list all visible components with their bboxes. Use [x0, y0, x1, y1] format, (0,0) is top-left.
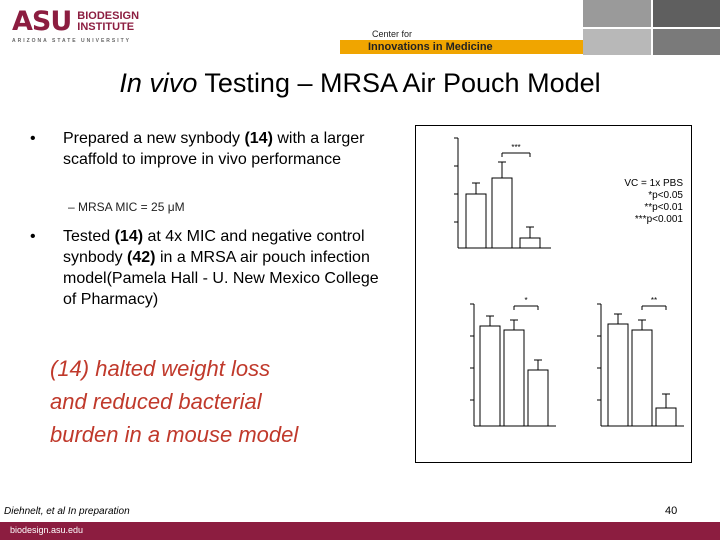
results-figure: *** * ** VC = 1x PBS *p<0.05 **p<0.01 **…	[415, 125, 692, 463]
center-line-2: Innovations in Medicine	[368, 41, 493, 53]
stat-line: ***p<0.001	[634, 214, 683, 225]
stat-line: VC = 1x PBS	[624, 178, 683, 189]
logo-line-1: BIODESIGN	[77, 10, 140, 22]
photo-image	[652, 28, 720, 55]
statistics-legend: VC = 1x PBS *p<0.05 **p<0.01 ***p<0.001	[573, 178, 683, 226]
compound-label: (14)	[244, 130, 273, 147]
footer-bar: biodesign.asu.edu	[0, 522, 720, 540]
slide-header: ASU BIODESIGN INSTITUTE ARIZONA STATE UN…	[0, 0, 720, 55]
bullet-2: • Tested (14) at 4x MIC and negative con…	[30, 226, 396, 310]
title-rest: Testing – MRSA Air Pouch Model	[197, 68, 601, 98]
asu-logo-mark: ASU	[12, 6, 72, 37]
logo-text: BIODESIGN INSTITUTE	[77, 11, 139, 33]
stat-line: **p<0.01	[644, 202, 683, 213]
text-run: at 4x MIC and negative control synbody	[63, 228, 365, 266]
header-photos	[583, 0, 720, 55]
sub-bullet-mic: – MRSA MIC = 25 μM	[68, 200, 185, 214]
significance-marker-left: *	[524, 296, 527, 305]
text-run: in a MRSA air pouch infection model(Pame…	[63, 249, 379, 308]
asu-biodesign-logo: ASU BIODESIGN INSTITUTE	[12, 6, 139, 37]
footer-url: biodesign.asu.edu	[10, 525, 84, 535]
title-italic: In vivo	[119, 68, 198, 98]
bar-charts-image: *** * **	[454, 137, 684, 427]
bullet-1: • Prepared a new synbody (14) with a lar…	[30, 128, 376, 170]
stat-line: *p<0.05	[648, 190, 683, 201]
conclusion-line: and reduced bacterial	[50, 389, 262, 414]
conclusion-line: burden in a mouse model	[50, 422, 299, 447]
photo-image	[583, 0, 651, 27]
compound-label: (14)	[114, 228, 144, 245]
bullet-dot-icon: •	[30, 130, 36, 147]
photo-image	[583, 28, 651, 55]
bullet-dot-icon: •	[30, 228, 36, 245]
bullet-1-text: Prepared a new synbody (14) with a large…	[36, 128, 376, 170]
banner-bar	[340, 40, 610, 54]
significance-marker-top: ***	[511, 143, 520, 152]
conclusion-text: (14) halted weight loss and reduced bact…	[50, 352, 380, 451]
conclusion-line: (14) halted weight loss	[50, 356, 271, 381]
photo-image	[652, 0, 720, 27]
text-run: with a larger scaffold to improve in viv…	[63, 130, 365, 168]
center-banner: Center for Innovations in Medicine	[340, 28, 610, 54]
compound-label: (42)	[127, 249, 156, 266]
center-line-1: Center for	[372, 29, 413, 39]
slide-title: In vivo Testing – MRSA Air Pouch Model	[0, 68, 720, 99]
logo-line-2: INSTITUTE	[77, 21, 135, 33]
significance-marker-right: **	[651, 296, 657, 305]
text-run: Prepared a new synbody	[63, 130, 245, 147]
page-number: 40	[665, 505, 678, 517]
text-run: Tested	[63, 228, 115, 245]
logo-subtitle: ARIZONA STATE UNIVERSITY	[12, 38, 132, 44]
citation: Diehnelt, et al In preparation	[4, 506, 130, 517]
bullet-2-text: Tested (14) at 4x MIC and negative contr…	[36, 226, 396, 310]
